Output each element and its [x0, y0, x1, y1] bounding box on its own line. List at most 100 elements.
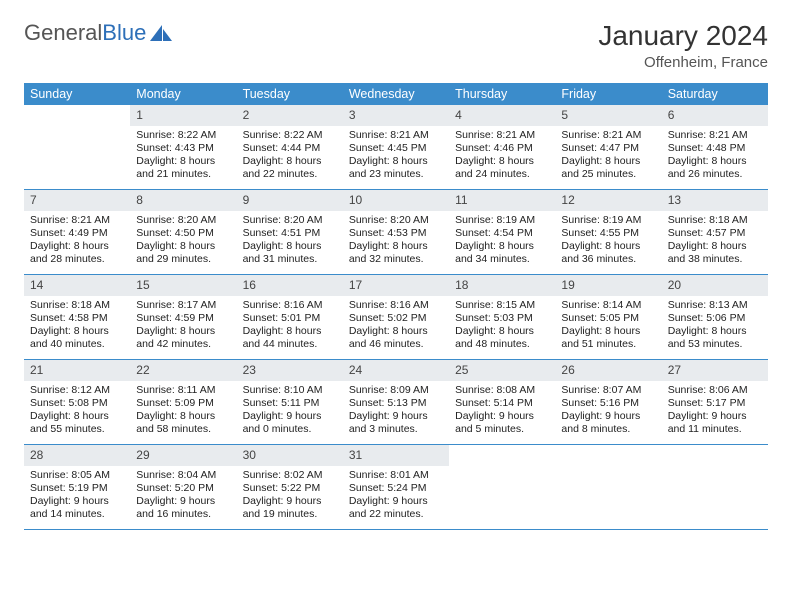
- day-line: Daylight: 9 hours: [349, 410, 443, 423]
- day-line: Sunset: 5:05 PM: [561, 312, 655, 325]
- day-line: Sunrise: 8:19 AM: [455, 214, 549, 227]
- day-line: Sunrise: 8:11 AM: [136, 384, 230, 397]
- day-line: Sunset: 4:57 PM: [668, 227, 762, 240]
- day-cell: 28Sunrise: 8:05 AMSunset: 5:19 PMDayligh…: [24, 445, 130, 529]
- day-number: 25: [449, 360, 555, 381]
- day-line: Sunset: 4:59 PM: [136, 312, 230, 325]
- day-line: Sunset: 4:50 PM: [136, 227, 230, 240]
- day-number: 27: [662, 360, 768, 381]
- day-header-cell: Saturday: [662, 83, 768, 105]
- day-line: Sunset: 4:44 PM: [243, 142, 337, 155]
- day-body: Sunrise: 8:21 AMSunset: 4:47 PMDaylight:…: [555, 126, 661, 187]
- day-line: Sunrise: 8:02 AM: [243, 469, 337, 482]
- logo-sail-icon: [148, 23, 174, 43]
- day-line: and 22 minutes.: [349, 508, 443, 521]
- day-number: 8: [130, 190, 236, 211]
- day-number: 9: [237, 190, 343, 211]
- day-line: Sunset: 4:45 PM: [349, 142, 443, 155]
- day-body: Sunrise: 8:20 AMSunset: 4:50 PMDaylight:…: [130, 211, 236, 272]
- day-cell: 11Sunrise: 8:19 AMSunset: 4:54 PMDayligh…: [449, 190, 555, 274]
- day-line: Sunrise: 8:16 AM: [243, 299, 337, 312]
- day-line: Daylight: 8 hours: [455, 240, 549, 253]
- day-line: Daylight: 8 hours: [30, 240, 124, 253]
- day-line: Sunset: 5:09 PM: [136, 397, 230, 410]
- title-block: January 2024 Offenheim, France: [598, 20, 768, 71]
- day-number: 10: [343, 190, 449, 211]
- day-line: Sunrise: 8:21 AM: [349, 129, 443, 142]
- day-body: Sunrise: 8:05 AMSunset: 5:19 PMDaylight:…: [24, 466, 130, 527]
- week-row: 21Sunrise: 8:12 AMSunset: 5:08 PMDayligh…: [24, 360, 768, 445]
- day-body: Sunrise: 8:11 AMSunset: 5:09 PMDaylight:…: [130, 381, 236, 442]
- day-line: Daylight: 9 hours: [30, 495, 124, 508]
- day-line: and 22 minutes.: [243, 168, 337, 181]
- day-line: Daylight: 9 hours: [349, 495, 443, 508]
- day-line: Daylight: 8 hours: [30, 410, 124, 423]
- day-line: Daylight: 9 hours: [561, 410, 655, 423]
- day-cell: 22Sunrise: 8:11 AMSunset: 5:09 PMDayligh…: [130, 360, 236, 444]
- day-number: [449, 445, 555, 451]
- day-cell: 19Sunrise: 8:14 AMSunset: 5:05 PMDayligh…: [555, 275, 661, 359]
- day-line: Sunrise: 8:22 AM: [136, 129, 230, 142]
- day-line: Sunrise: 8:21 AM: [30, 214, 124, 227]
- day-line: Daylight: 8 hours: [455, 155, 549, 168]
- day-body: Sunrise: 8:10 AMSunset: 5:11 PMDaylight:…: [237, 381, 343, 442]
- day-line: Sunset: 5:17 PM: [668, 397, 762, 410]
- day-number: 16: [237, 275, 343, 296]
- day-line: Sunset: 5:02 PM: [349, 312, 443, 325]
- day-number: 12: [555, 190, 661, 211]
- day-body: Sunrise: 8:22 AMSunset: 4:44 PMDaylight:…: [237, 126, 343, 187]
- day-line: Sunrise: 8:19 AM: [561, 214, 655, 227]
- day-cell: 16Sunrise: 8:16 AMSunset: 5:01 PMDayligh…: [237, 275, 343, 359]
- day-cell: 13Sunrise: 8:18 AMSunset: 4:57 PMDayligh…: [662, 190, 768, 274]
- day-number: 2: [237, 105, 343, 126]
- day-body: Sunrise: 8:02 AMSunset: 5:22 PMDaylight:…: [237, 466, 343, 527]
- day-number: 23: [237, 360, 343, 381]
- day-cell: 31Sunrise: 8:01 AMSunset: 5:24 PMDayligh…: [343, 445, 449, 529]
- day-body: Sunrise: 8:21 AMSunset: 4:49 PMDaylight:…: [24, 211, 130, 272]
- day-number: [24, 105, 130, 111]
- day-header-cell: Monday: [130, 83, 236, 105]
- day-cell: 3Sunrise: 8:21 AMSunset: 4:45 PMDaylight…: [343, 105, 449, 189]
- day-number: 18: [449, 275, 555, 296]
- day-line: Sunrise: 8:10 AM: [243, 384, 337, 397]
- day-line: Sunset: 5:08 PM: [30, 397, 124, 410]
- day-number: [555, 445, 661, 451]
- day-cell: 6Sunrise: 8:21 AMSunset: 4:48 PMDaylight…: [662, 105, 768, 189]
- day-line: Sunrise: 8:06 AM: [668, 384, 762, 397]
- day-cell: 7Sunrise: 8:21 AMSunset: 4:49 PMDaylight…: [24, 190, 130, 274]
- day-line: Daylight: 8 hours: [349, 240, 443, 253]
- day-cell: 5Sunrise: 8:21 AMSunset: 4:47 PMDaylight…: [555, 105, 661, 189]
- day-cell: 2Sunrise: 8:22 AMSunset: 4:44 PMDaylight…: [237, 105, 343, 189]
- day-line: and 23 minutes.: [349, 168, 443, 181]
- day-number: 4: [449, 105, 555, 126]
- day-body: Sunrise: 8:20 AMSunset: 4:53 PMDaylight:…: [343, 211, 449, 272]
- day-body: Sunrise: 8:01 AMSunset: 5:24 PMDaylight:…: [343, 466, 449, 527]
- day-line: Sunrise: 8:09 AM: [349, 384, 443, 397]
- day-line: Sunrise: 8:17 AM: [136, 299, 230, 312]
- day-body: Sunrise: 8:14 AMSunset: 5:05 PMDaylight:…: [555, 296, 661, 357]
- day-line: Daylight: 9 hours: [136, 495, 230, 508]
- day-cell: [555, 445, 661, 529]
- day-line: and 58 minutes.: [136, 423, 230, 436]
- day-body: Sunrise: 8:09 AMSunset: 5:13 PMDaylight:…: [343, 381, 449, 442]
- day-line: Sunrise: 8:18 AM: [30, 299, 124, 312]
- day-line: Sunset: 4:47 PM: [561, 142, 655, 155]
- day-line: and 24 minutes.: [455, 168, 549, 181]
- day-line: and 31 minutes.: [243, 253, 337, 266]
- day-cell: 4Sunrise: 8:21 AMSunset: 4:46 PMDaylight…: [449, 105, 555, 189]
- day-number: 7: [24, 190, 130, 211]
- day-number: 15: [130, 275, 236, 296]
- day-number: 21: [24, 360, 130, 381]
- day-cell: [449, 445, 555, 529]
- day-number: 6: [662, 105, 768, 126]
- day-line: and 48 minutes.: [455, 338, 549, 351]
- day-cell: 9Sunrise: 8:20 AMSunset: 4:51 PMDaylight…: [237, 190, 343, 274]
- day-line: and 42 minutes.: [136, 338, 230, 351]
- day-cell: 18Sunrise: 8:15 AMSunset: 5:03 PMDayligh…: [449, 275, 555, 359]
- day-body: Sunrise: 8:13 AMSunset: 5:06 PMDaylight:…: [662, 296, 768, 357]
- day-cell: [24, 105, 130, 189]
- day-number: 29: [130, 445, 236, 466]
- day-line: Sunrise: 8:21 AM: [668, 129, 762, 142]
- day-line: Daylight: 9 hours: [455, 410, 549, 423]
- day-line: Sunset: 5:24 PM: [349, 482, 443, 495]
